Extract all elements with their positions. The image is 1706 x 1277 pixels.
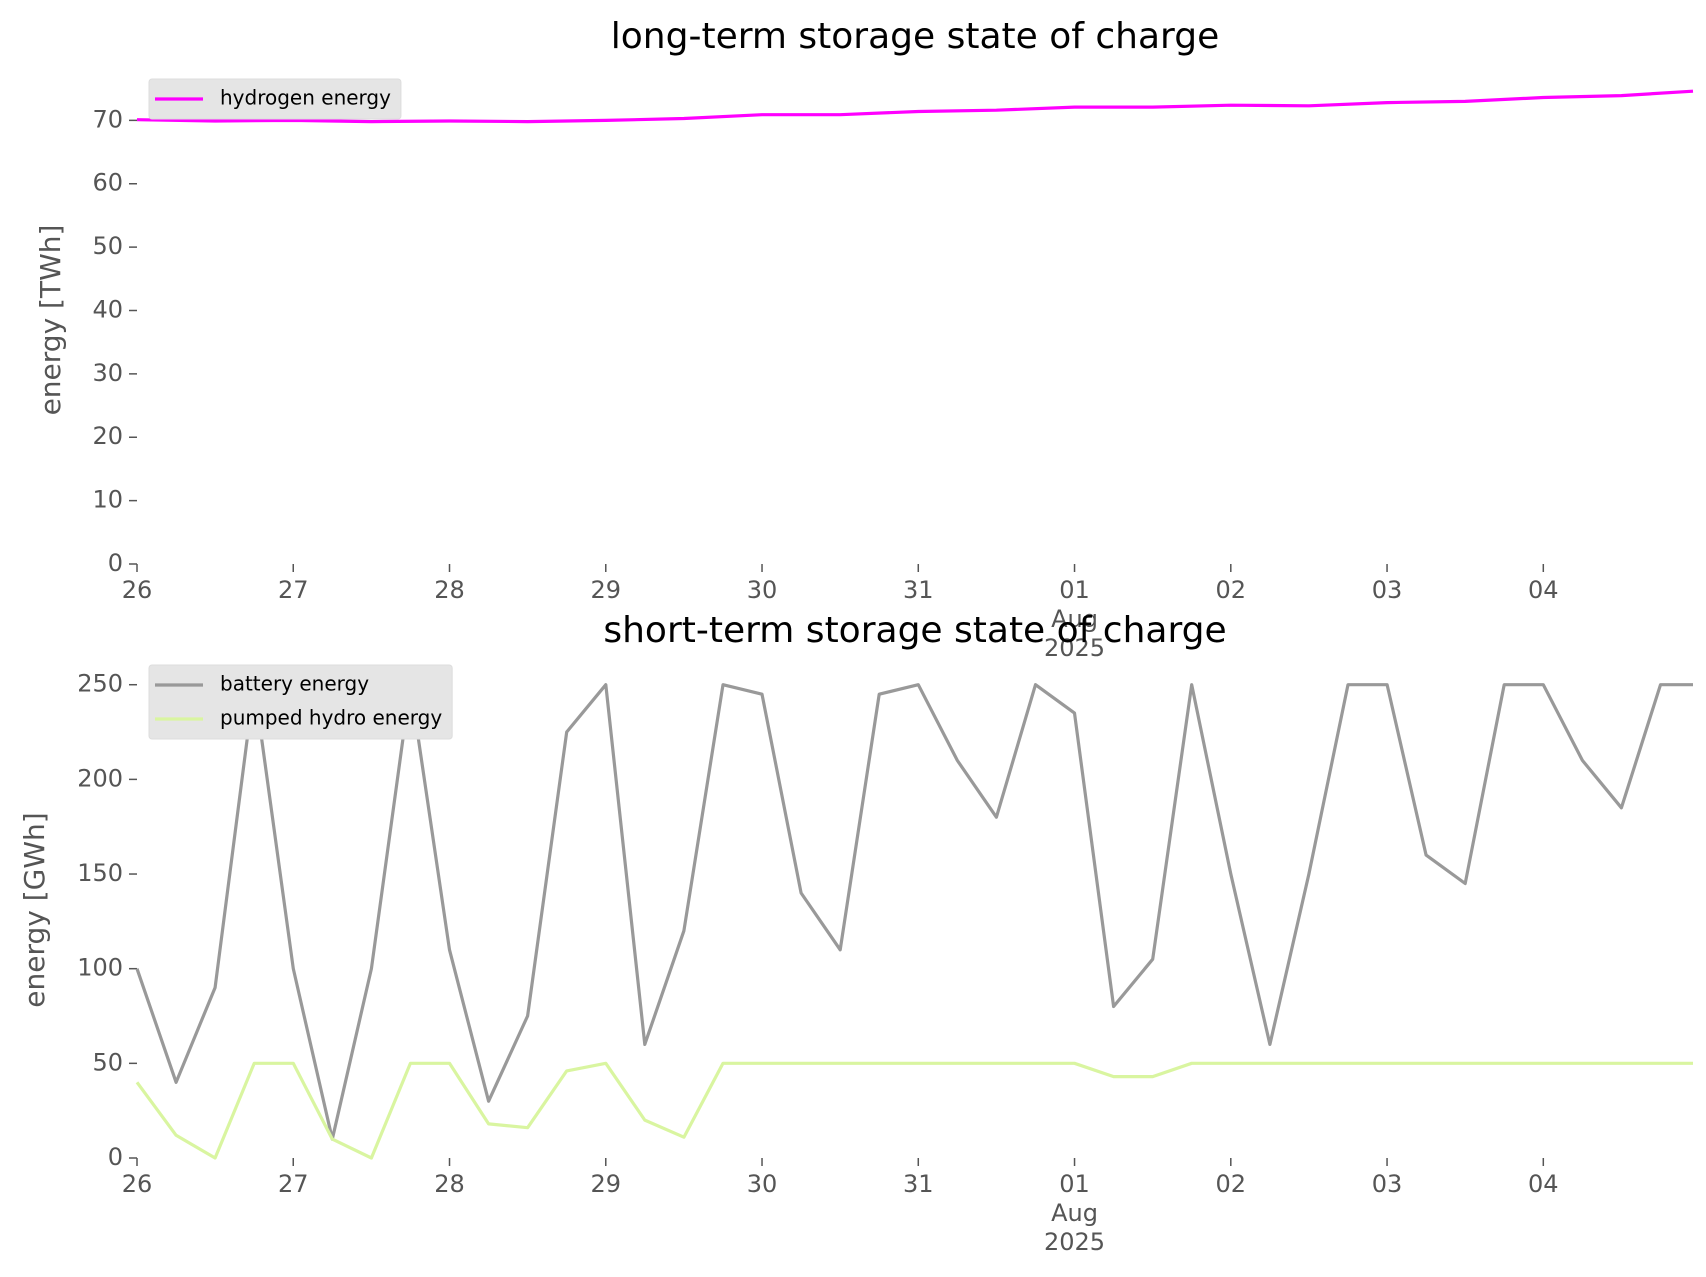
y-tick-label: 150 bbox=[77, 859, 123, 887]
x-tick-label: 03 bbox=[1372, 1170, 1403, 1198]
y-tick-label: 50 bbox=[92, 232, 123, 260]
series-line bbox=[136, 89, 1694, 124]
x-tick-label: 28 bbox=[434, 1170, 465, 1198]
x-date-label: 2025 bbox=[1044, 1228, 1105, 1256]
series-line bbox=[135, 683, 1693, 1141]
x-tick-label: 26 bbox=[122, 576, 153, 604]
x-tick-label: 04 bbox=[1528, 1170, 1559, 1198]
y-tick-label: 30 bbox=[92, 359, 123, 387]
y-tick-label: 0 bbox=[108, 549, 123, 577]
legend-box bbox=[148, 78, 402, 120]
x-tick-label: 02 bbox=[1216, 1170, 1247, 1198]
x-tick-label: 04 bbox=[1528, 576, 1559, 604]
x-tick-label: 30 bbox=[747, 1170, 778, 1198]
y-tick-label: 0 bbox=[108, 1143, 123, 1171]
chart-title: short-term storage state of charge bbox=[603, 610, 1226, 651]
legend-label: battery energy bbox=[220, 672, 369, 696]
y-tick-label: 70 bbox=[92, 105, 123, 133]
x-tick-label: 31 bbox=[903, 1170, 934, 1198]
x-tick-label: 27 bbox=[278, 576, 309, 604]
x-tick-label: 31 bbox=[903, 576, 934, 604]
x-tick-label: 29 bbox=[590, 1170, 621, 1198]
x-date-label: 2025 bbox=[1044, 634, 1105, 662]
legend-label: hydrogen energy bbox=[220, 86, 391, 110]
x-tick-label: 01 bbox=[1059, 576, 1090, 604]
x-date-label: Aug bbox=[1051, 605, 1098, 633]
legend-box bbox=[148, 664, 453, 740]
x-tick-label: 30 bbox=[747, 576, 778, 604]
x-tick-label: 02 bbox=[1216, 576, 1247, 604]
series-line bbox=[135, 1061, 1693, 1160]
legend-label: pumped hydro energy bbox=[220, 706, 442, 730]
y-tick-label: 20 bbox=[92, 422, 123, 450]
x-tick-label: 01 bbox=[1059, 1170, 1090, 1198]
x-tick-label: 29 bbox=[590, 576, 621, 604]
y-tick-label: 60 bbox=[92, 169, 123, 197]
x-tick-label: 27 bbox=[278, 1170, 309, 1198]
y-tick-label: 250 bbox=[77, 670, 123, 698]
legend: battery energy pumped hydro energy bbox=[148, 664, 453, 740]
x-tick-label: 28 bbox=[434, 576, 465, 604]
y-axis-label: energy [GWh] bbox=[18, 812, 51, 1007]
chart-title: long-term storage state of charge bbox=[611, 16, 1219, 57]
y-tick-label: 50 bbox=[92, 1048, 123, 1076]
y-axis-label: energy [TWh] bbox=[34, 225, 67, 416]
legend: hydrogen energy bbox=[148, 78, 402, 120]
y-tick-label: 200 bbox=[77, 764, 123, 792]
y-tick-label: 40 bbox=[92, 295, 123, 323]
x-tick-label: 03 bbox=[1372, 576, 1403, 604]
x-date-label: Aug bbox=[1051, 1199, 1098, 1227]
x-tick-label: 26 bbox=[122, 1170, 153, 1198]
y-tick-label: 100 bbox=[77, 954, 123, 982]
y-tick-label: 10 bbox=[92, 486, 123, 514]
